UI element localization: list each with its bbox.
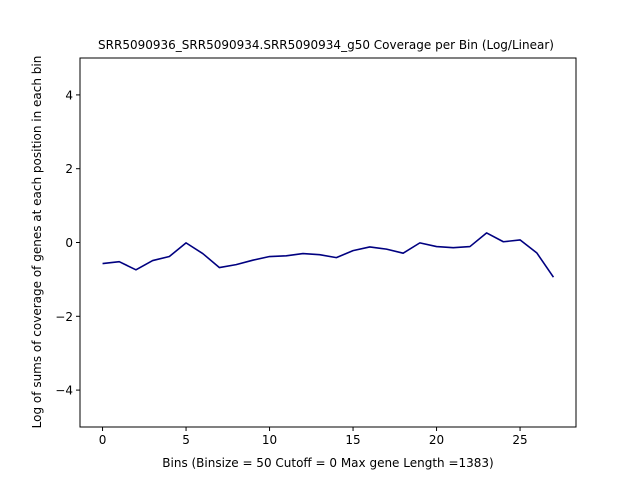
y-axis-label: Log of sums of coverage of genes at each… xyxy=(30,56,44,429)
y-tick-label: 4 xyxy=(65,88,73,102)
x-tick-label: 25 xyxy=(512,433,527,447)
chart-title: SRR5090936_SRR5090934.SRR5090934_g50 Cov… xyxy=(98,38,554,52)
y-tick-label: −2 xyxy=(55,310,73,324)
series-line-0 xyxy=(102,232,555,278)
x-axis-label: Bins (Binsize = 50 Cutoff = 0 Max gene L… xyxy=(162,456,493,470)
plot-area xyxy=(102,232,555,278)
x-tick-label: 10 xyxy=(262,433,277,447)
y-tick-label: 2 xyxy=(65,162,73,176)
x-tick-label: 0 xyxy=(99,433,107,447)
x-tick-label: 20 xyxy=(429,433,444,447)
axes: 0 5 10 15 20 25 −4 −2 0 2 4 xyxy=(55,57,577,447)
y-tick-label: 0 xyxy=(65,236,73,250)
y-tick-label: −4 xyxy=(55,384,73,398)
x-tick-label: 15 xyxy=(345,433,360,447)
x-tick-label: 5 xyxy=(182,433,190,447)
